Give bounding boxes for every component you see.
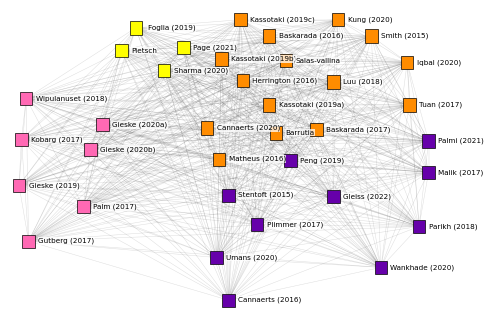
Text: Sharma (2020): Sharma (2020) — [174, 67, 228, 74]
Polygon shape — [210, 251, 223, 264]
Text: Kobarg (2017): Kobarg (2017) — [31, 136, 82, 143]
Polygon shape — [20, 92, 32, 105]
Polygon shape — [413, 220, 425, 233]
Polygon shape — [422, 166, 435, 179]
Polygon shape — [280, 54, 292, 67]
Text: Iqbal (2020): Iqbal (2020) — [416, 59, 461, 66]
Polygon shape — [222, 294, 235, 307]
Text: Page (2021): Page (2021) — [193, 44, 236, 51]
Polygon shape — [215, 53, 228, 66]
Polygon shape — [213, 152, 225, 166]
Polygon shape — [115, 44, 128, 57]
Polygon shape — [77, 200, 90, 213]
Text: Baskarada (2016): Baskarada (2016) — [278, 33, 343, 39]
Text: Kassotaki (2019b): Kassotaki (2019b) — [231, 56, 296, 62]
Text: Foglia (2019): Foglia (2019) — [148, 25, 195, 31]
Text: Matheus (2016): Matheus (2016) — [228, 156, 286, 163]
Polygon shape — [327, 190, 340, 203]
Text: Salas-vallina: Salas-vallina — [295, 58, 340, 64]
Polygon shape — [236, 74, 249, 87]
Text: Smith (2015): Smith (2015) — [381, 33, 428, 39]
Text: Gieske (2020a): Gieske (2020a) — [112, 122, 167, 128]
Text: Palm (2017): Palm (2017) — [93, 203, 136, 210]
Polygon shape — [158, 64, 170, 77]
Polygon shape — [130, 21, 142, 35]
Polygon shape — [251, 218, 264, 232]
Polygon shape — [270, 126, 282, 140]
Text: Pietsch: Pietsch — [131, 48, 157, 54]
Text: Kassotaki (2019a): Kassotaki (2019a) — [278, 102, 344, 108]
Text: Malik (2017): Malik (2017) — [438, 169, 484, 175]
Text: Gleiss (2022): Gleiss (2022) — [343, 194, 391, 200]
Text: Plimmer (2017): Plimmer (2017) — [266, 221, 323, 228]
Polygon shape — [234, 13, 246, 26]
Text: Kassotaki (2019c): Kassotaki (2019c) — [250, 16, 315, 23]
Text: Palmi (2021): Palmi (2021) — [438, 138, 484, 144]
Text: Gieske (2019): Gieske (2019) — [28, 182, 80, 189]
Text: Barrutia: Barrutia — [286, 130, 315, 136]
Polygon shape — [84, 143, 96, 156]
Polygon shape — [22, 235, 35, 248]
Polygon shape — [96, 118, 108, 131]
Text: Parikh (2018): Parikh (2018) — [428, 223, 477, 230]
Polygon shape — [284, 154, 296, 167]
Text: Tuan (2017): Tuan (2017) — [419, 102, 462, 108]
Polygon shape — [375, 261, 387, 274]
Text: Cannaerts (2020): Cannaerts (2020) — [216, 125, 280, 131]
Text: Wipulanuset (2018): Wipulanuset (2018) — [36, 95, 107, 102]
Text: Wankhade (2020): Wankhade (2020) — [390, 264, 454, 271]
Text: Herrington (2016): Herrington (2016) — [252, 77, 318, 84]
Polygon shape — [177, 41, 190, 54]
Polygon shape — [13, 179, 25, 192]
Polygon shape — [222, 189, 235, 202]
Polygon shape — [263, 98, 275, 112]
Polygon shape — [332, 13, 344, 26]
Text: Kung (2020): Kung (2020) — [348, 16, 392, 23]
Text: Gieske (2020b): Gieske (2020b) — [100, 146, 156, 152]
Text: Stentoft (2015): Stentoft (2015) — [238, 192, 294, 198]
Polygon shape — [401, 56, 413, 69]
Text: Gutberg (2017): Gutberg (2017) — [38, 238, 94, 244]
Text: Cannaerts (2016): Cannaerts (2016) — [238, 297, 302, 303]
Text: Umans (2020): Umans (2020) — [226, 254, 278, 261]
Polygon shape — [310, 123, 323, 136]
Polygon shape — [422, 135, 435, 148]
Text: Luu (2018): Luu (2018) — [343, 79, 382, 85]
Polygon shape — [201, 121, 213, 135]
Polygon shape — [327, 75, 340, 89]
Polygon shape — [365, 30, 378, 43]
Text: Baskarada (2017): Baskarada (2017) — [326, 126, 390, 133]
Polygon shape — [263, 30, 275, 43]
Polygon shape — [15, 133, 28, 146]
Text: Peng (2019): Peng (2019) — [300, 158, 344, 164]
Polygon shape — [404, 98, 415, 112]
